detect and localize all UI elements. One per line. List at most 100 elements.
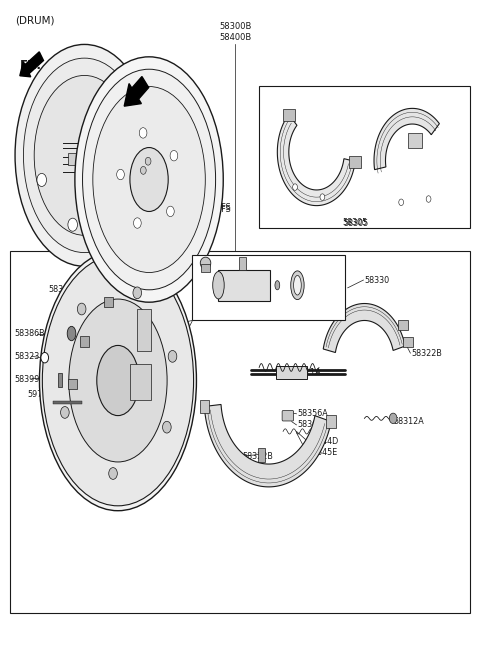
Circle shape [141, 167, 146, 174]
Text: 58400B: 58400B [219, 33, 252, 42]
Ellipse shape [24, 58, 145, 252]
Bar [68, 154, 83, 165]
Ellipse shape [213, 271, 224, 299]
Text: 58333E: 58333E [262, 256, 292, 265]
Circle shape [109, 468, 117, 479]
Text: 58311A: 58311A [290, 368, 321, 377]
Text: 58312A: 58312A [393, 417, 424, 426]
Text: 58366A: 58366A [298, 421, 328, 430]
Bar [398, 320, 408, 330]
Text: 58345E: 58345E [307, 448, 337, 456]
Bar [403, 337, 413, 347]
Ellipse shape [200, 257, 211, 269]
Text: 58399A: 58399A [14, 375, 45, 384]
Ellipse shape [291, 271, 304, 300]
Text: FR.: FR. [20, 60, 42, 73]
Text: 1220FS: 1220FS [201, 203, 230, 212]
Bar [75, 173, 90, 184]
Text: 58323: 58323 [84, 296, 110, 305]
Bar [408, 133, 422, 148]
Bar [80, 336, 89, 347]
Circle shape [399, 199, 404, 205]
Text: 58348: 58348 [48, 284, 74, 294]
Text: 58332A: 58332A [283, 280, 314, 289]
Bar [258, 448, 265, 462]
Text: 58300B: 58300B [219, 22, 252, 31]
Circle shape [139, 128, 147, 138]
Circle shape [60, 407, 69, 419]
Ellipse shape [39, 250, 196, 511]
Bar [276, 366, 307, 379]
Polygon shape [323, 303, 405, 353]
Text: 58305: 58305 [342, 218, 368, 227]
Polygon shape [374, 109, 439, 169]
FancyArrow shape [124, 77, 149, 106]
Text: 58322B: 58322B [242, 452, 273, 460]
Ellipse shape [69, 299, 167, 462]
Text: 58330: 58330 [364, 275, 390, 284]
Circle shape [167, 206, 174, 216]
Bar [137, 309, 152, 351]
Polygon shape [277, 114, 355, 205]
Text: 58411A: 58411A [187, 137, 218, 145]
Bar [58, 373, 62, 387]
Circle shape [168, 351, 177, 362]
Ellipse shape [34, 75, 135, 235]
Text: 1220FS: 1220FS [201, 205, 230, 214]
Text: 58332A: 58332A [214, 309, 244, 318]
Circle shape [133, 218, 141, 228]
Bar [326, 415, 336, 428]
Circle shape [389, 413, 397, 424]
Text: (DRUM): (DRUM) [15, 15, 55, 26]
Bar [53, 401, 82, 404]
Bar [201, 264, 210, 272]
Circle shape [170, 150, 178, 161]
Ellipse shape [83, 69, 216, 290]
Text: 58344D: 58344D [307, 437, 338, 446]
Bar [10, 250, 470, 613]
Bar [130, 364, 152, 400]
Ellipse shape [93, 86, 205, 273]
Text: 58356A: 58356A [298, 409, 328, 419]
Circle shape [117, 169, 124, 180]
Ellipse shape [75, 57, 223, 302]
Polygon shape [204, 404, 331, 487]
Text: 58323: 58323 [14, 352, 39, 361]
Bar [239, 256, 246, 269]
Circle shape [320, 194, 325, 200]
Text: 58125F: 58125F [194, 256, 225, 265]
Ellipse shape [42, 255, 193, 506]
Ellipse shape [294, 275, 301, 295]
Ellipse shape [130, 148, 168, 211]
Text: 59775: 59775 [27, 390, 53, 399]
Circle shape [133, 287, 142, 299]
Bar [84, 184, 100, 196]
Text: 58386B: 58386B [14, 329, 45, 338]
Text: 58411A: 58411A [187, 130, 218, 139]
FancyBboxPatch shape [282, 411, 294, 421]
Ellipse shape [275, 281, 280, 290]
Circle shape [77, 303, 86, 315]
Text: 58322B: 58322B [411, 349, 442, 358]
Ellipse shape [15, 44, 154, 266]
Ellipse shape [97, 345, 139, 415]
Circle shape [37, 173, 47, 186]
Bar [259, 86, 470, 228]
Bar [200, 400, 209, 413]
Bar [68, 379, 77, 389]
FancyArrow shape [20, 52, 44, 77]
Bar [349, 156, 361, 168]
Bar [283, 109, 295, 121]
Circle shape [68, 218, 77, 232]
Circle shape [145, 158, 151, 165]
Circle shape [293, 184, 298, 190]
Circle shape [163, 421, 171, 433]
Circle shape [41, 353, 48, 363]
Circle shape [109, 204, 119, 217]
Bar [217, 269, 270, 301]
Circle shape [426, 196, 431, 202]
Ellipse shape [67, 326, 76, 341]
Bar [192, 255, 345, 320]
Bar [104, 297, 113, 307]
Text: 58305: 58305 [343, 219, 369, 228]
